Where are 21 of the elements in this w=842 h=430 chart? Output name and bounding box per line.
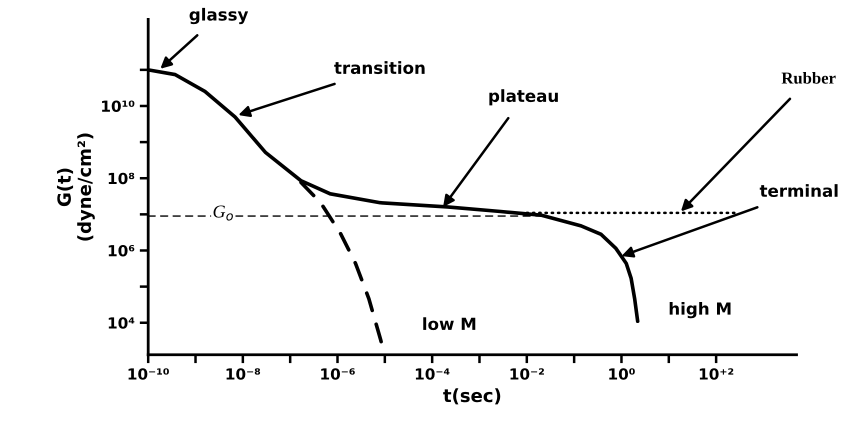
y-axis-title: G(t) (dyne/cm²) [56, 133, 95, 241]
annotation: transition [334, 61, 425, 74]
x-tick-label: 10⁻⁸ [226, 368, 260, 380]
x-tick-label: 10⁻² [510, 368, 544, 380]
y-tick-label: 10⁴ [108, 317, 134, 329]
annotation: terminal [760, 184, 838, 198]
x-tick-label: 10⁻⁴ [416, 368, 450, 380]
annotation: glassy [190, 8, 248, 24]
annotation: plateau [489, 89, 558, 106]
x-tick-label: 10⁻⁶ [321, 368, 355, 380]
y-tick-label: 10¹⁰ [102, 100, 134, 112]
annotation: high M [670, 302, 731, 318]
annotation: low M [423, 317, 476, 330]
annotation: Rubber [782, 72, 836, 84]
annotation: G$_{o}$ [214, 205, 233, 221]
y-tick-label: 10⁶ [108, 244, 134, 257]
x-tick-label: 10⁺² [700, 368, 734, 380]
x-axis-title: t(sec) [443, 388, 500, 404]
x-tick-label: 10⁻¹⁰ [128, 368, 169, 380]
x-tick-label: 10⁰ [609, 368, 635, 380]
y-tick-label: 10⁸ [108, 172, 134, 184]
